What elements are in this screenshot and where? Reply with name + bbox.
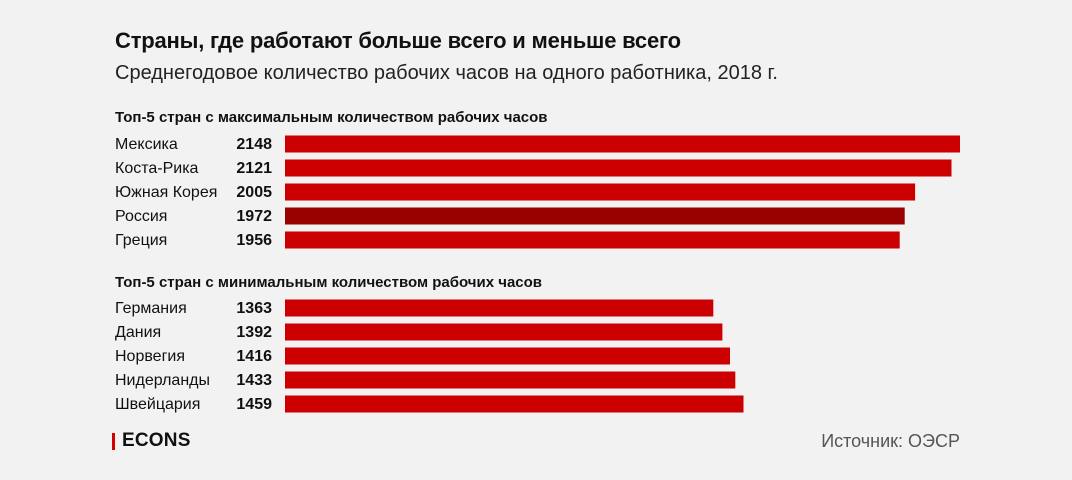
value-label: 1459 [236, 396, 272, 413]
bar [285, 207, 905, 225]
bar [285, 231, 900, 249]
category-label: Греция [115, 232, 167, 249]
value-label: 1433 [236, 372, 272, 389]
value-label: 2121 [236, 160, 272, 177]
group-title: Топ-5 стран с минимальным количеством ра… [115, 274, 542, 291]
bar [285, 299, 714, 317]
bar [285, 323, 723, 341]
chart-title: Страны, где работают больше всего и мень… [115, 28, 681, 53]
bar [285, 395, 744, 413]
value-label: 1392 [236, 324, 272, 341]
value-label: 1972 [236, 208, 272, 225]
category-label: Германия [115, 300, 187, 317]
category-label: Норвегия [115, 348, 185, 365]
value-label: 2005 [236, 184, 272, 201]
value-label: 1956 [236, 232, 272, 249]
bar [285, 371, 736, 389]
value-label: 1416 [236, 348, 272, 365]
bar [285, 159, 952, 177]
category-label: Нидерланды [115, 372, 210, 389]
group-title: Топ-5 стран с максимальным количеством р… [115, 109, 548, 126]
category-label: Мексика [115, 136, 178, 153]
source-note: Источник: ОЭСР [821, 431, 960, 451]
category-label: Коста-Рика [115, 160, 199, 177]
bar [285, 183, 916, 201]
bar [285, 347, 730, 365]
category-label: Россия [115, 208, 167, 225]
value-label: 2148 [236, 136, 272, 153]
category-label: Дания [115, 324, 161, 341]
bar [285, 135, 960, 153]
logo-bar-icon [112, 432, 115, 450]
econs-logo: ECONS [112, 430, 191, 452]
logo-text: ECONS [122, 430, 191, 451]
category-label: Южная Корея [115, 184, 217, 201]
category-label: Швейцария [115, 396, 200, 413]
chart-subtitle: Среднегодовое количество рабочих часов н… [115, 62, 778, 84]
value-label: 1363 [236, 300, 272, 317]
